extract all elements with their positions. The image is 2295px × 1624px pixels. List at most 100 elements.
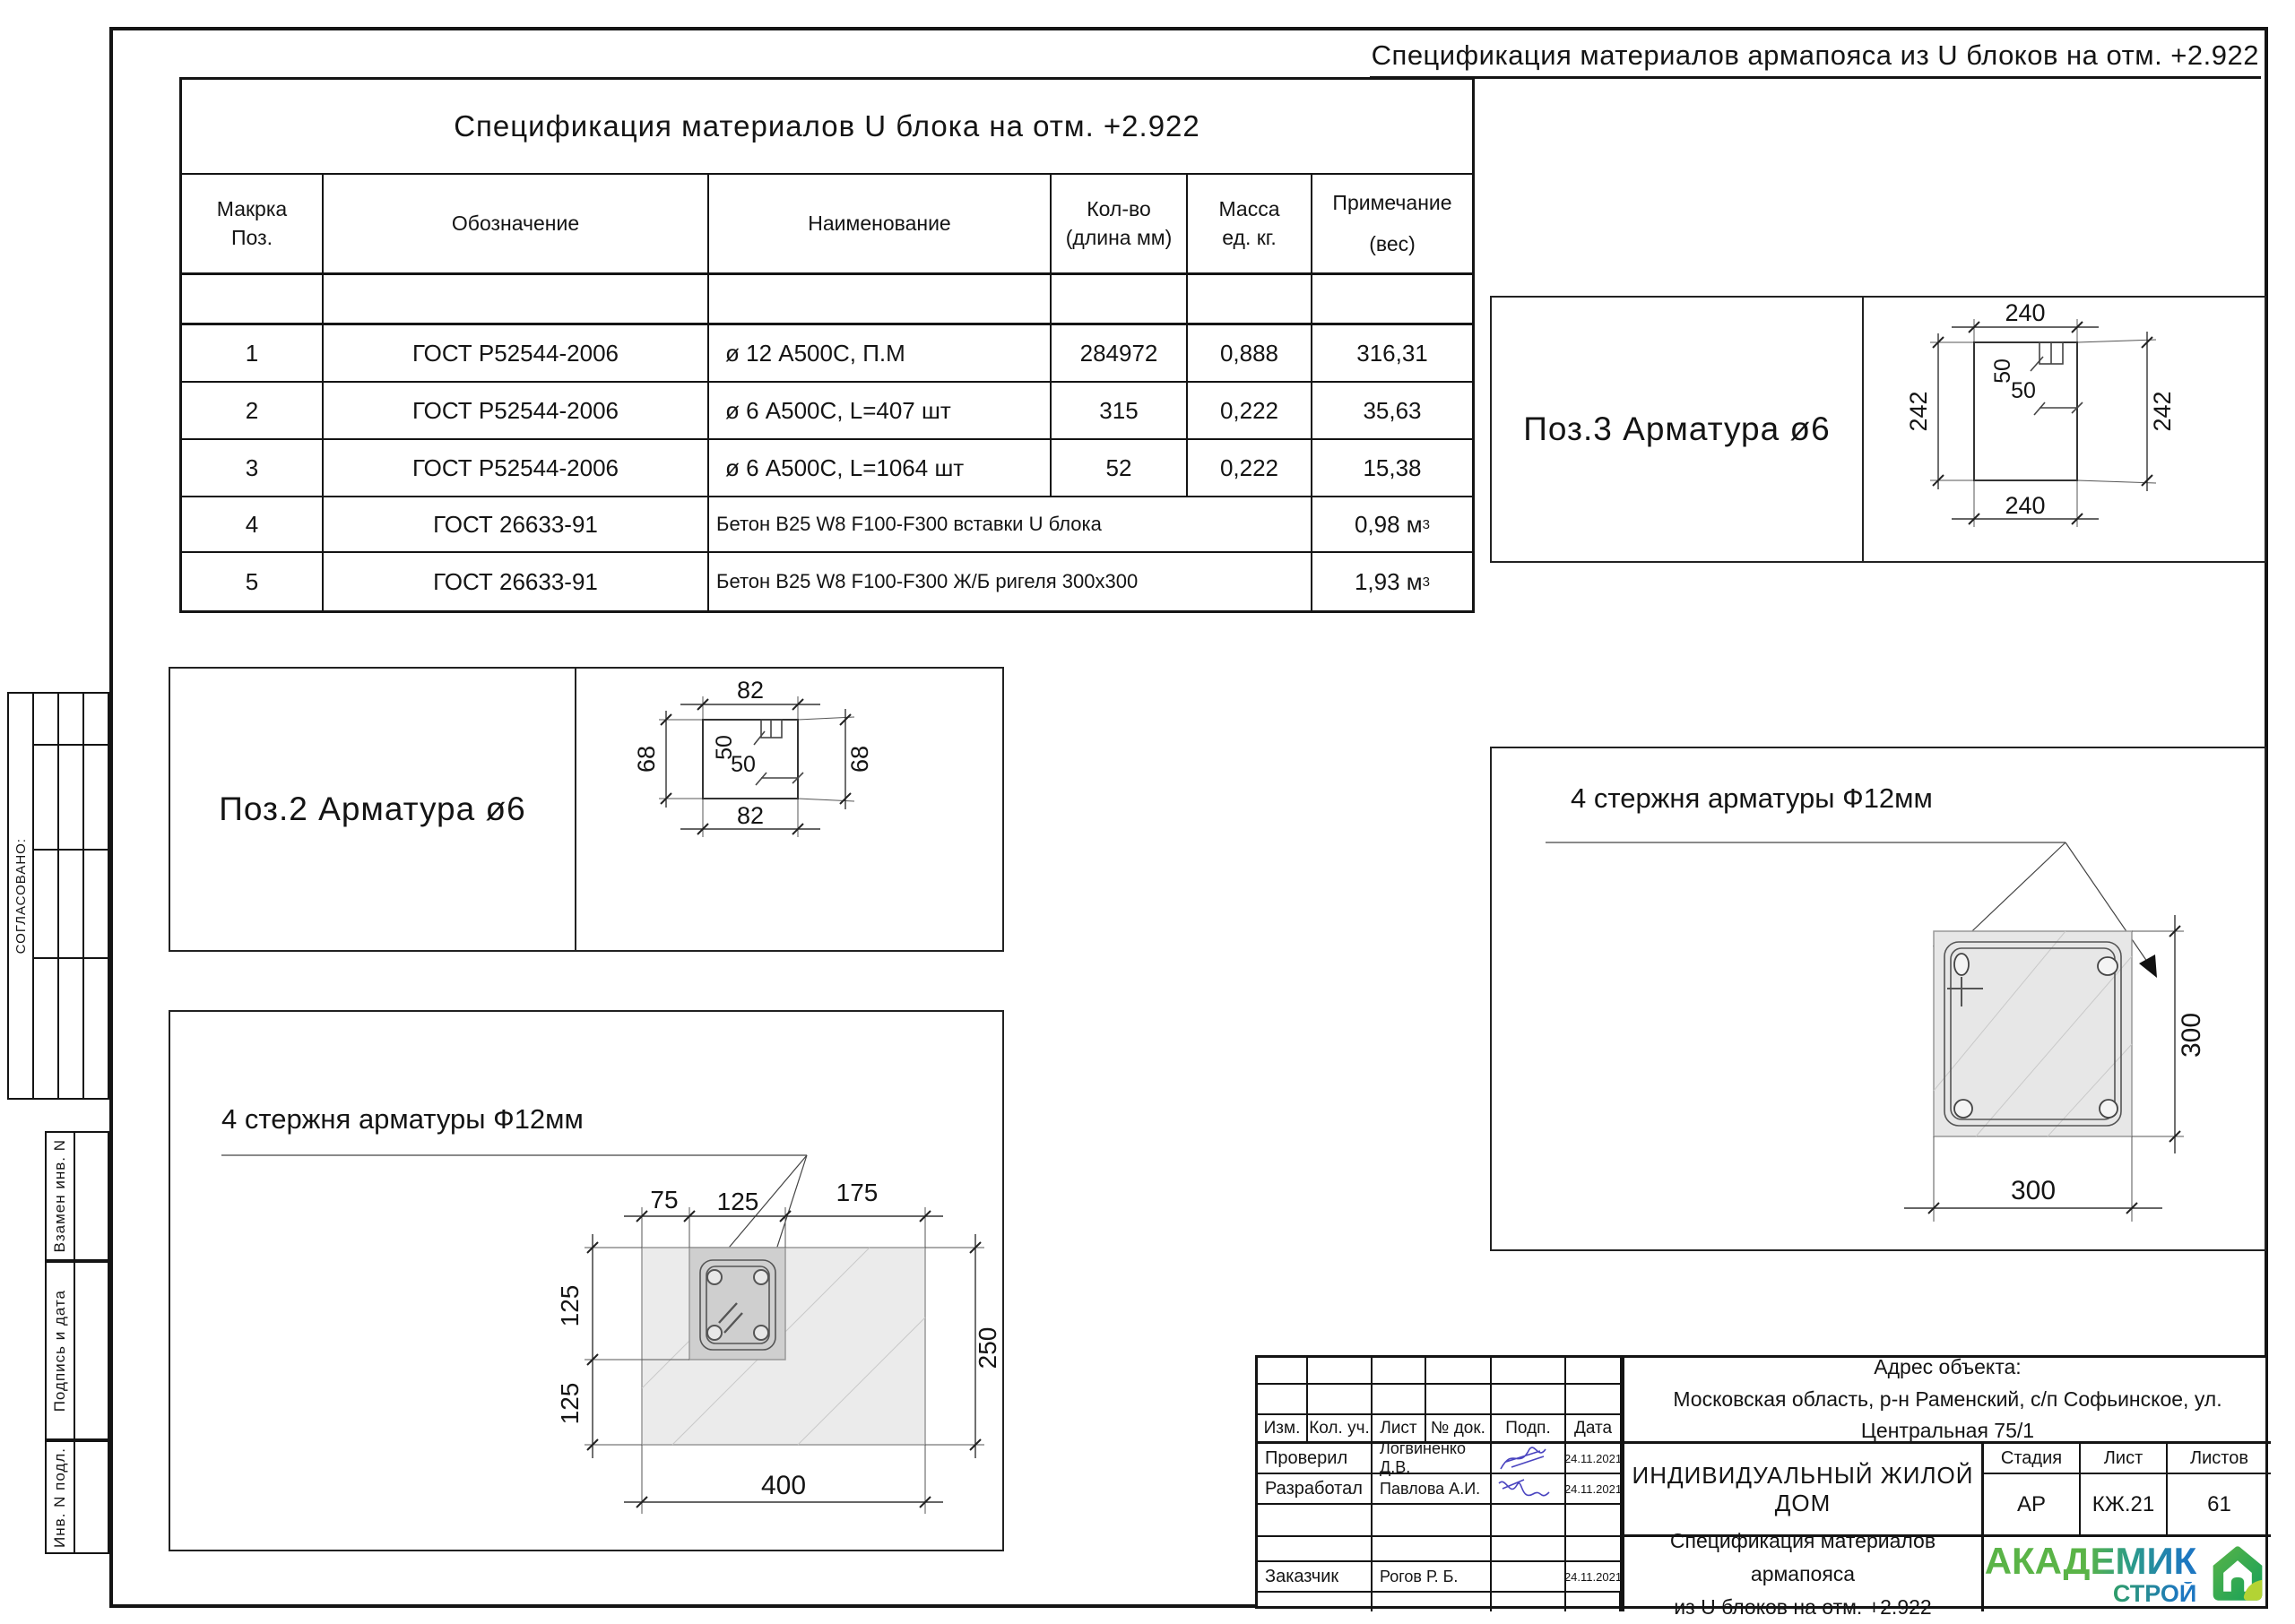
section-left-dim-125-b: 125	[556, 1383, 584, 1425]
empty-cell	[1373, 1385, 1426, 1415]
approved-col	[84, 694, 108, 1098]
empty-cell	[1373, 1505, 1492, 1537]
empty-cell	[75, 1263, 108, 1438]
table-row-cell: Бетон В25 W8 F100-F300 вставки U блока	[709, 497, 1312, 553]
empty-cell	[1308, 1385, 1373, 1415]
pos3-label: Поз.3 Арматура ø6	[1492, 298, 1864, 561]
sheet-top-title: Спецификация материалов армапояса из U б…	[1369, 39, 2261, 79]
section-left-dim-175: 175	[836, 1179, 879, 1206]
sheet-frame	[109, 27, 2268, 1608]
margin-sign-date-cell: Подпись и дата	[45, 1261, 109, 1440]
approved-label: СОГЛАСОВАНО:	[13, 837, 29, 955]
object-name-cell: ИНДИВИДУАЛЬНЫЙ ЖИЛОЙ ДОМ	[1622, 1444, 1984, 1537]
empty-cell	[1258, 1385, 1308, 1415]
empty-cell	[1188, 275, 1312, 325]
table-row-cell: 284972	[1052, 325, 1188, 383]
section-right-label: 4 стержня арматуры Ф12мм	[1571, 782, 1933, 814]
empty-cell	[34, 959, 57, 1098]
col-header-kol: Кол. уч.	[1308, 1415, 1373, 1444]
empty-cell	[1426, 1385, 1492, 1415]
empty-cell	[34, 851, 57, 959]
pos2-drawing: 82 82 68 68 50 50	[576, 669, 1002, 950]
logo-house-icon	[2213, 1545, 2263, 1601]
logo-text: АКАДЕМИК СТРОЙ	[1985, 1542, 2197, 1606]
section-left-drawing-svg: 4 стержня арматуры Ф12мм	[221, 1103, 1001, 1514]
col-header-podp: Подп.	[1492, 1415, 1566, 1444]
empty-cell	[59, 851, 82, 959]
table-row-cell: 315	[1052, 383, 1188, 440]
signature-cell	[1492, 1444, 1566, 1474]
table-row-cell: ГОСТ Р52544-2006	[324, 383, 709, 440]
name-cell: Павлова А.И.	[1373, 1474, 1492, 1505]
table-row-cell: 52	[1052, 440, 1188, 497]
sheet-value-cell: КЖ.21	[2081, 1474, 2168, 1537]
sheet-label-cell: Лист	[2081, 1444, 2168, 1474]
table-row-cell: 5	[182, 553, 324, 610]
date-cell: 24.11.2021	[1564, 1474, 1622, 1505]
signature-scribble	[1499, 1447, 1546, 1470]
col-header-data: Дата	[1566, 1415, 1622, 1444]
pos3-dim-hook-a: 50	[1990, 358, 2015, 384]
col-header-designation: Обозначение	[324, 175, 709, 275]
col-header-mass: Масса ед. кг.	[1188, 175, 1312, 275]
title-block: Изм. Кол. уч. Лист № док. Подп. Дата Про…	[1255, 1355, 2271, 1619]
empty-cell	[84, 851, 108, 959]
empty-cell	[59, 959, 82, 1098]
signature-cell	[1492, 1474, 1566, 1505]
empty-cell	[75, 1442, 108, 1552]
pos2-dim-bottom: 82	[737, 802, 764, 829]
section-right-panel: 4 стержня арматуры Ф12мм	[1490, 747, 2266, 1251]
logo-akademik-text: АКАДЕМИК	[1984, 1540, 2197, 1582]
col-header-name: Наименование	[709, 175, 1052, 275]
empty-cell	[1258, 1358, 1308, 1385]
table-row-cell: ГОСТ Р52544-2006	[324, 325, 709, 383]
empty-cell	[84, 694, 108, 746]
empty-cell	[59, 746, 82, 851]
empty-cell	[1373, 1358, 1426, 1385]
empty-cell	[1492, 1593, 1566, 1611]
approved-col	[34, 694, 59, 1098]
role-cell: Проверил	[1258, 1444, 1373, 1474]
signature-cell	[1492, 1562, 1566, 1593]
section-right-drawing-svg: 4 стержня арматуры Ф12мм	[1546, 782, 2206, 1222]
name-cell: Рогов Р. Б.	[1373, 1562, 1492, 1593]
col-header-list: Лист	[1373, 1415, 1426, 1444]
pos3-dim-top: 240	[2005, 299, 2045, 326]
empty-cell	[75, 1133, 108, 1259]
table-row-cell: ø 6 А500С, L=1064 шт	[709, 440, 1052, 497]
pos3-dim-left: 242	[1905, 391, 1932, 431]
pos2-dim-top: 82	[737, 677, 764, 704]
table-row-cell: ø 6 А500С, L=407 шт	[709, 383, 1052, 440]
empty-cell	[1052, 275, 1188, 325]
empty-cell	[1566, 1593, 1622, 1611]
table-row-cell: ГОСТ 26633-91	[324, 553, 709, 610]
table-row-cell: 1	[182, 325, 324, 383]
approved-stamp-table: СОГЛАСОВАНО:	[7, 692, 109, 1100]
spec-table: Спецификация материалов U блока на отм. …	[179, 77, 1475, 613]
sheets-label-cell: Листов	[2168, 1444, 2271, 1474]
table-row-cell: 35,63	[1312, 383, 1472, 440]
pos2-dim-right: 68	[846, 746, 873, 773]
margin-replace-inv-label: Взамен инв. N	[51, 1139, 68, 1253]
empty-cell	[1566, 1358, 1622, 1385]
table-row-cell: ГОСТ Р52544-2006	[324, 440, 709, 497]
name-cell: Логвиненко Д.В.	[1373, 1439, 1492, 1476]
margin-sign-date-label: Подпись и дата	[51, 1289, 68, 1412]
table-row-cell: 3	[182, 440, 324, 497]
approved-col	[59, 694, 84, 1098]
pos2-drawing-svg: 82 82 68 68 50 50	[633, 677, 873, 837]
doc-title-line1: Спецификация материалов армапояса	[1669, 1529, 1936, 1586]
pos2-panel: Поз.2 Арматура ø6	[169, 667, 1004, 952]
table-row-cell: Бетон В25 W8 F100-F300 Ж/Б ригеля 300х30…	[709, 553, 1312, 610]
empty-cell	[1373, 1537, 1492, 1562]
pos3-drawing: 240 240 242 242 50 50	[1864, 298, 2265, 561]
spec-table-title: Спецификация материалов U блока на отм. …	[182, 80, 1472, 175]
signature-scribble	[1497, 1479, 1550, 1497]
table-row-cell: 2	[182, 383, 324, 440]
margin-inv-no-cell: Инв. N подл.	[45, 1440, 109, 1554]
pos2-dim-left: 68	[633, 746, 660, 773]
empty-cell	[1258, 1505, 1373, 1537]
address-line1: Московская область, р-н Раменский, с/п С…	[1673, 1386, 2222, 1411]
